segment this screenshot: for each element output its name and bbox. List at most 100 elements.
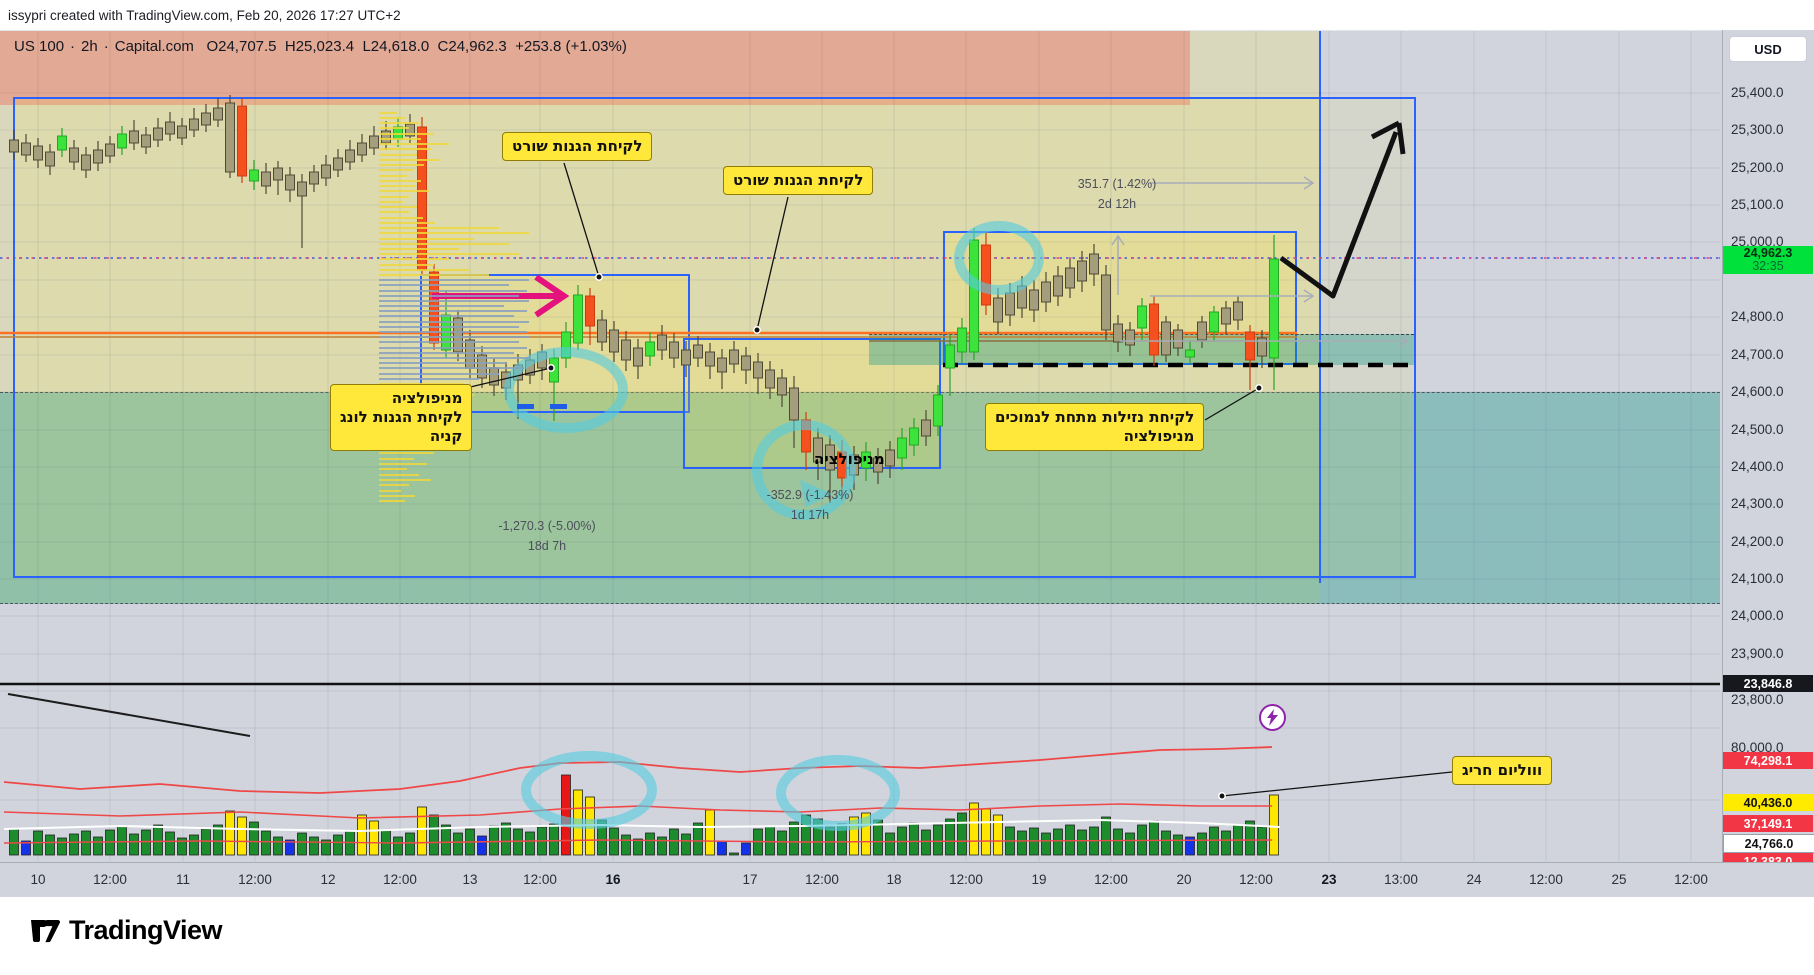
profile-row-yellow — [379, 201, 403, 204]
time-axis-label: 12:00 — [1239, 872, 1273, 887]
time-axis-label: 18 — [886, 872, 902, 887]
callout-short-protections-1[interactable]: לקיחת הגנות שורט — [502, 132, 653, 161]
time-axis-label: 12:00 — [949, 872, 983, 887]
legend-symbol[interactable]: US 100 — [14, 38, 65, 55]
profile-row-yellow — [379, 148, 431, 151]
callout-liquidity-below-lows[interactable]: לקיחת נזילות מתחת לנמוכים מניפולציה — [985, 403, 1205, 451]
callout-short-protections-2[interactable]: לקיחת הגנות שורט — [723, 166, 874, 195]
profile-row-blue — [379, 367, 524, 370]
price-axis-label: 23,900.0 — [1731, 646, 1784, 661]
profile-row-yellow — [379, 264, 434, 267]
profile-row-yellow — [379, 117, 405, 120]
profile-row-yellow — [379, 217, 423, 220]
time-axis-label: 16 — [605, 872, 621, 887]
price-level-chip: 23,846.8 — [1723, 675, 1813, 692]
profile-row-yellow — [379, 495, 415, 498]
profile-row-yellow — [379, 238, 474, 241]
profile-row-yellow — [379, 490, 401, 493]
time-axis-label: 19 — [1031, 872, 1047, 887]
symbol-legend[interactable]: US 100 · 2h · Capital.com O24,707.5 H25,023.… — [14, 38, 627, 55]
profile-row-blue — [379, 290, 527, 293]
profile-row-yellow — [379, 243, 509, 246]
attribution-bar: issypri created with TradingView.com, Fe… — [0, 0, 1814, 31]
tradingview-logo[interactable]: TradingView — [30, 915, 223, 946]
legend-exchange[interactable]: Capital.com — [114, 38, 194, 55]
profile-row-yellow — [379, 159, 439, 162]
profile-row-blue — [379, 315, 514, 318]
profile-row-yellow — [379, 175, 407, 178]
profile-row-blue — [379, 341, 519, 344]
lightning-icon[interactable] — [1259, 704, 1286, 731]
time-axis-label: 12:00 — [1529, 872, 1563, 887]
time-axis-label: 12:00 — [383, 872, 417, 887]
profile-row-yellow — [379, 206, 417, 209]
price-axis-label: 24,800.0 — [1731, 309, 1784, 324]
current-price-chip: 24,962.3 32:35 — [1723, 246, 1813, 274]
profile-row-yellow — [379, 274, 489, 277]
profile-row-yellow — [379, 122, 419, 125]
price-axis-label: 23,800.0 — [1731, 692, 1784, 707]
profile-row-yellow — [379, 154, 417, 157]
profile-row-yellow — [379, 222, 435, 225]
profile-row-yellow — [379, 227, 499, 230]
teal-demand-zone — [0, 392, 1720, 604]
legend-change: +253.8 (+1.03%) — [515, 38, 627, 55]
time-axis-label: 13 — [462, 872, 478, 887]
time-axis-label: 11 — [175, 872, 191, 887]
profile-row-yellow — [379, 127, 409, 130]
legend-high: H25,023.4 — [284, 38, 355, 55]
profile-row-yellow — [379, 185, 415, 188]
price-level-chip: 37,149.1 — [1723, 815, 1813, 832]
profile-row-yellow — [379, 458, 414, 461]
price-axis-label: 25,400.0 — [1731, 85, 1784, 100]
price-axis-label: 24,400.0 — [1731, 459, 1784, 474]
price-axis-label: 80,000.0 — [1731, 740, 1784, 755]
tradingview-logo-icon — [31, 919, 60, 942]
profile-row-yellow — [379, 468, 407, 471]
profile-row-yellow — [379, 169, 413, 172]
red-supply-zone — [0, 31, 1190, 105]
legend-open: O24,707.5 — [206, 38, 277, 55]
profile-row-yellow — [379, 463, 427, 466]
currency-button[interactable]: USD — [1729, 36, 1807, 62]
time-axis-label: 25 — [1611, 872, 1627, 887]
profile-row-yellow — [379, 248, 459, 251]
callout-manipulation-long[interactable]: מניפולציה לקיחת הגנות לונג קניה — [330, 384, 473, 451]
price-axis-label: 24,500.0 — [1731, 422, 1784, 437]
profile-row-blue — [379, 279, 529, 282]
manipulation-word: מניפולציה — [814, 450, 885, 468]
legend-close: C24,962.3 — [437, 38, 507, 55]
legend-low: L24,618.0 — [362, 38, 430, 55]
profile-row-yellow — [379, 190, 429, 193]
price-level-chip: 24,766.0 — [1723, 834, 1814, 853]
profile-row-yellow — [379, 500, 405, 503]
price-axis-label: 24,600.0 — [1731, 384, 1784, 399]
profile-row-yellow — [379, 112, 397, 115]
price-level-chip: 40,436.0 — [1723, 794, 1813, 811]
profile-row-yellow — [379, 253, 519, 256]
profile-row-yellow — [379, 474, 419, 477]
attribution-text: issypri created with TradingView.com, Fe… — [8, 7, 401, 23]
yellow-session-band — [0, 31, 1319, 604]
profile-row-blue — [379, 352, 514, 355]
callout-abnormal-volume[interactable]: וווליום חריג — [1452, 756, 1553, 785]
time-axis-label: 17 — [742, 872, 758, 887]
profile-row-yellow — [379, 269, 469, 272]
time-axis-label: 13:00 — [1384, 872, 1418, 887]
time-axis-label: 12:00 — [1674, 872, 1708, 887]
price-axis-label: 24,700.0 — [1731, 347, 1784, 362]
price-axis-label: 24,300.0 — [1731, 496, 1784, 511]
time-axis-label: 12:00 — [1094, 872, 1128, 887]
price-axis-label: 25,300.0 — [1731, 122, 1784, 137]
price-level-chip: 74,298.1 — [1723, 752, 1813, 769]
price-axis-label: 24,100.0 — [1731, 571, 1784, 586]
profile-row-yellow — [379, 138, 421, 141]
profile-row-blue — [379, 347, 527, 350]
price-axis-label: 24,000.0 — [1731, 608, 1784, 623]
time-axis-label: 24 — [1466, 872, 1482, 887]
profile-row-blue — [379, 284, 509, 287]
time-axis-label: 20 — [1176, 872, 1192, 887]
legend-interval[interactable]: 2h — [81, 38, 98, 55]
time-axis[interactable]: 10 12:00 11 12:00 12 12:00 13 12:00 16 17 12:00 18 1… — [0, 862, 1814, 898]
profile-row-blue — [379, 378, 479, 381]
